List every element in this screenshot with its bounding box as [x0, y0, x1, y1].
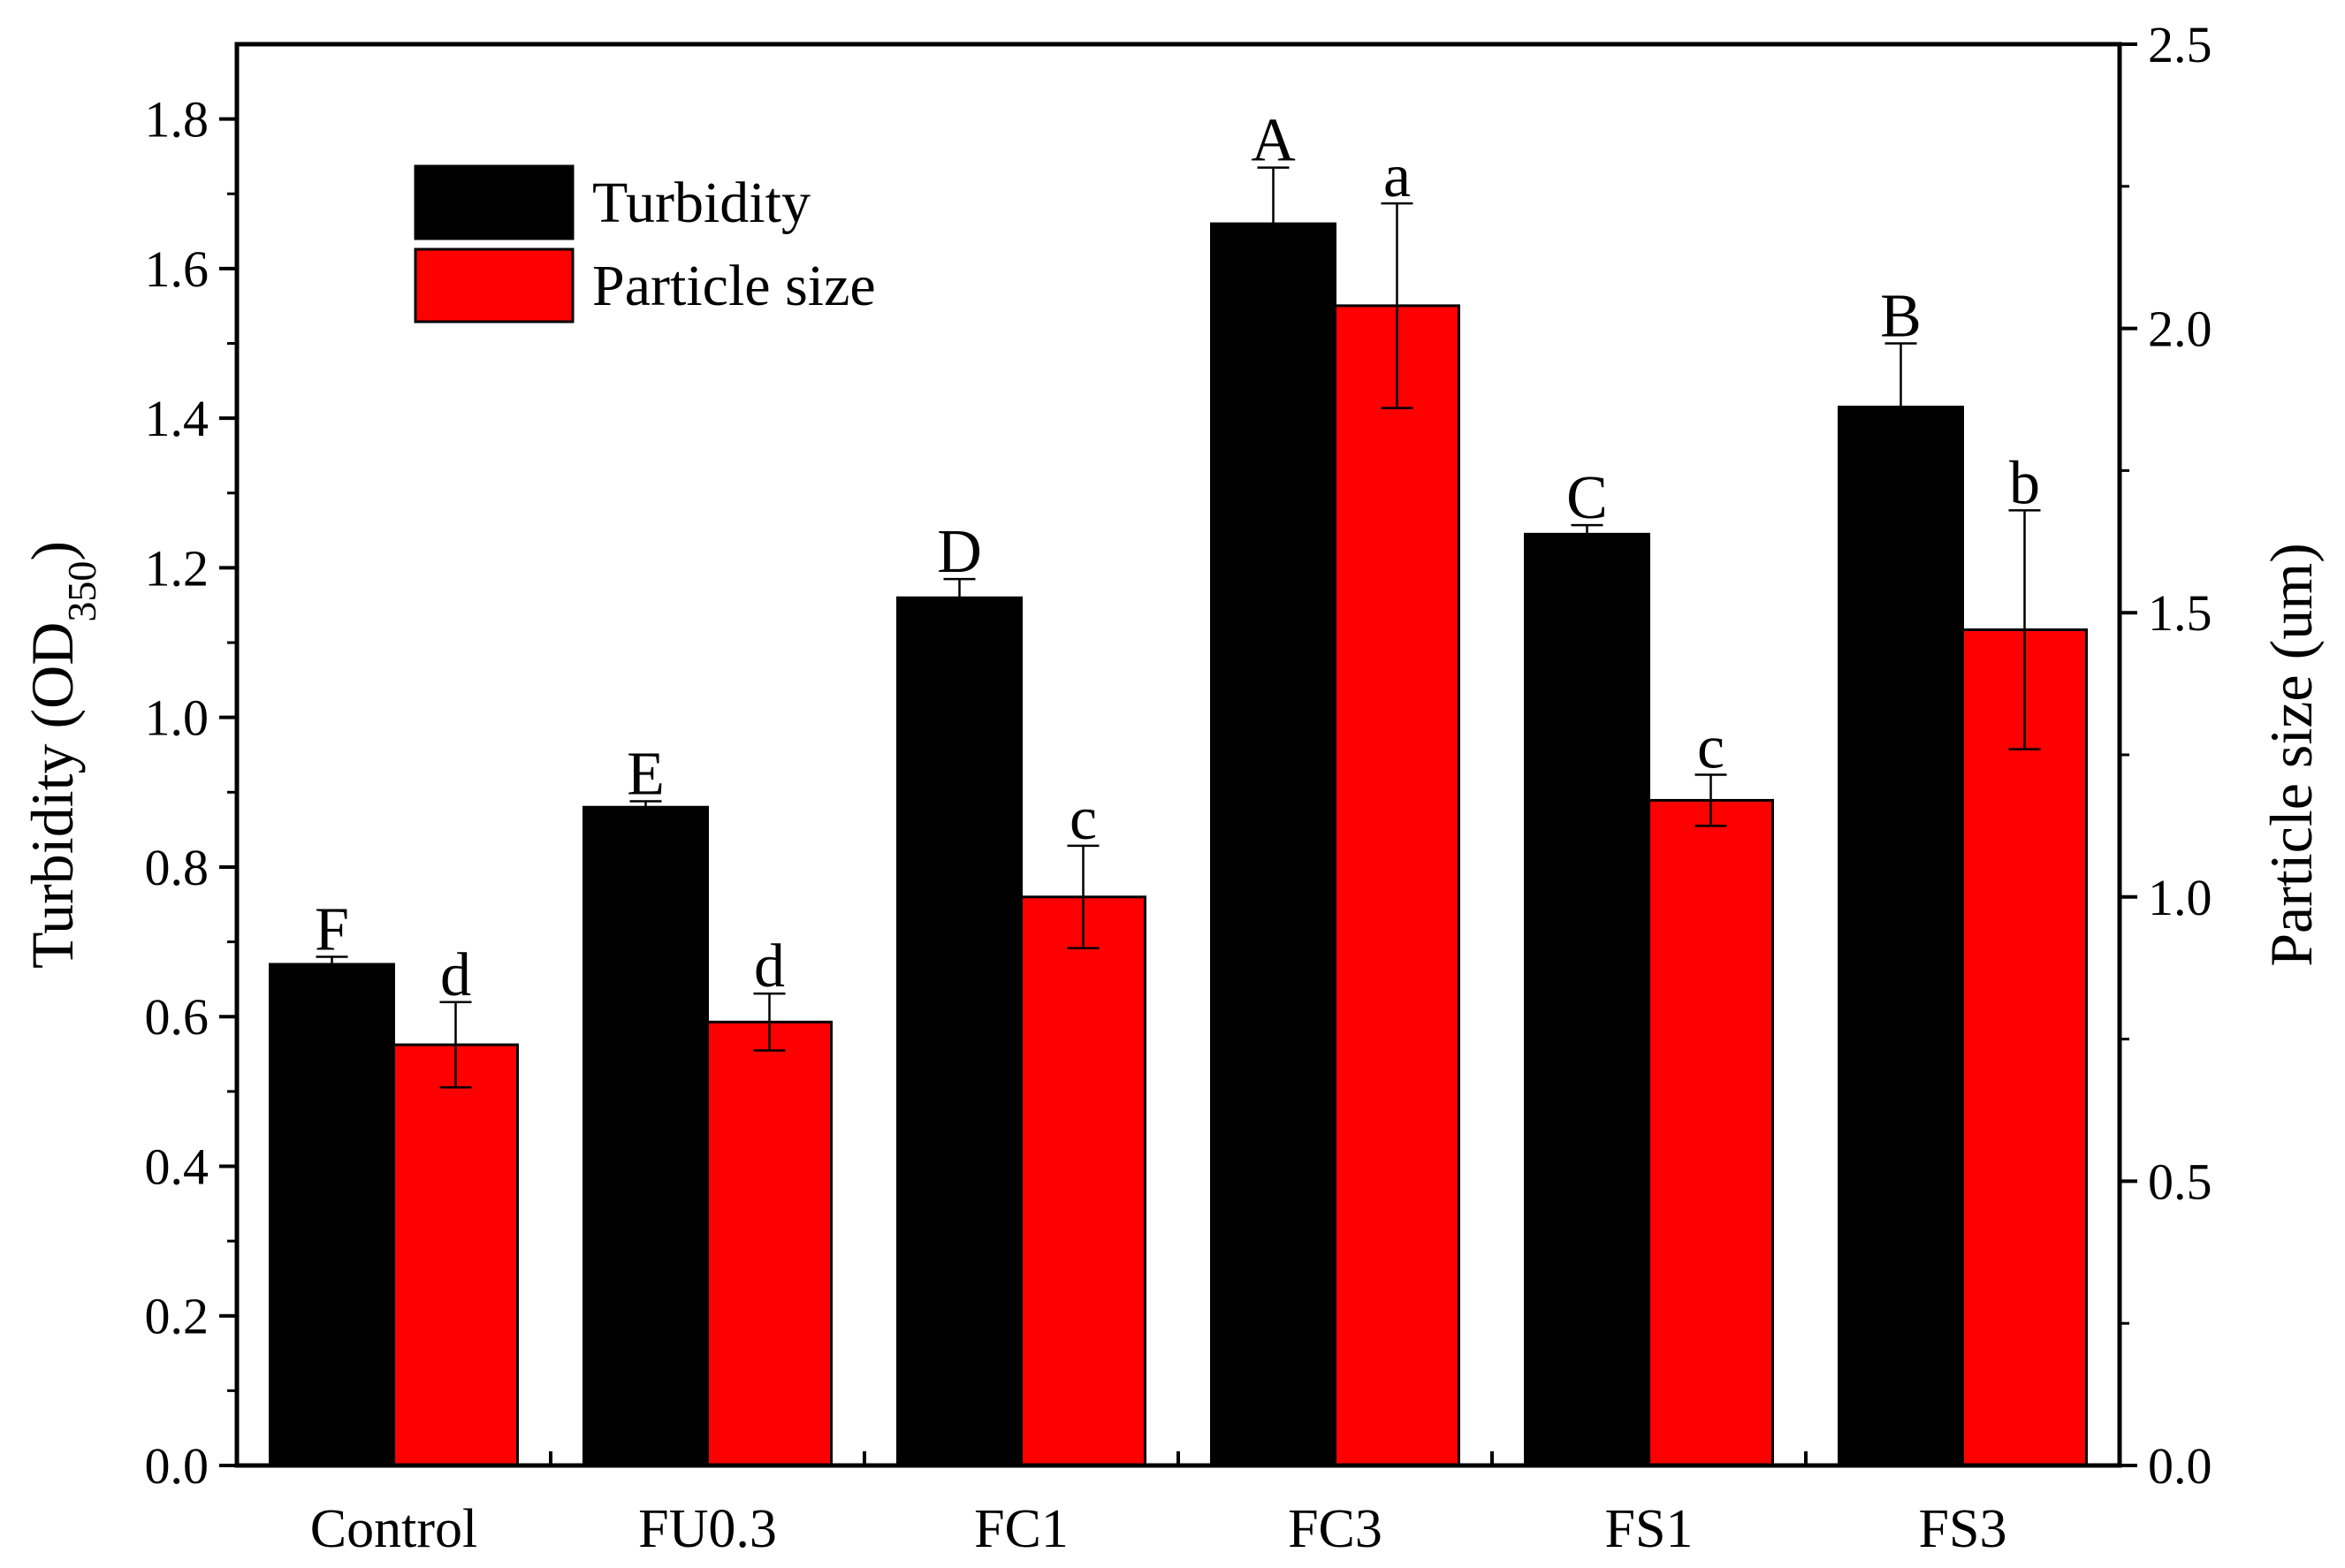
error-bar-turbidity-4: [1571, 523, 1603, 544]
y-left-axis-title: Turbidity (OD350): [19, 541, 104, 969]
y-left-tick-label-1: 0.2: [145, 1288, 209, 1345]
x-tick-label-1: FU0.3: [638, 1499, 777, 1559]
x-tick-label-4: FS1: [1605, 1499, 1694, 1559]
bar-particle-size-4: [1648, 798, 1774, 1467]
significance-letter-particle-size-5: b: [2009, 449, 2040, 517]
y-left-tick-label-3: 0.6: [145, 988, 209, 1046]
legend-swatch-particle-size: [414, 247, 575, 323]
significance-letter-particle-size-2: c: [1070, 785, 1097, 853]
bar-turbidity-3: [1210, 222, 1336, 1467]
y-right-tick-label-0: 0.0: [2148, 1437, 2212, 1495]
y-right-tick-label-2: 1.0: [2148, 869, 2212, 926]
error-bar-particle-size-1: [753, 992, 786, 1052]
error-bar-particle-size-3: [1381, 202, 1413, 409]
bar-particle-size-5: [1961, 628, 2088, 1467]
bar-turbidity-0: [269, 963, 395, 1467]
y-right-tick-label-5: 2.5: [2148, 16, 2212, 73]
x-tick-label-5: FS3: [1919, 1499, 2007, 1559]
bars-layer: [269, 222, 2088, 1467]
y-left-tick-label-9: 1.8: [145, 91, 209, 148]
significance-letter-turbidity-4: C: [1566, 464, 1608, 532]
significance-letter-turbidity-5: B: [1880, 283, 1922, 351]
y-right-tick-label-3: 1.5: [2148, 584, 2212, 642]
bar-turbidity-1: [582, 805, 709, 1467]
y-left-tick-label-0: 0.0: [145, 1437, 209, 1495]
bar-turbidity-4: [1524, 532, 1650, 1467]
y-left-tick-label-4: 0.8: [145, 839, 209, 896]
error-bar-particle-size-0: [439, 1001, 472, 1089]
bar-particle-size-0: [392, 1043, 519, 1467]
legend-label-turbidity: Turbidity: [592, 171, 811, 235]
error-bar-turbidity-2: [943, 577, 976, 618]
bar-particle-size-3: [1334, 304, 1460, 1467]
error-bar-particle-size-5: [2008, 509, 2041, 750]
y-left-tick-label-7: 1.4: [145, 390, 209, 447]
legend-label-particle-size: Particle size: [592, 254, 876, 318]
bar-particle-size-2: [1020, 895, 1146, 1467]
bar-turbidity-2: [896, 596, 1023, 1467]
error-bar-turbidity-3: [1257, 166, 1290, 281]
error-bar-turbidity-0: [316, 955, 348, 973]
error-bar-turbidity-5: [1884, 342, 1917, 472]
significance-letters-layer: Fd Ed Dc Aa Cc Bb: [315, 107, 2040, 1009]
significance-letter-turbidity-0: F: [315, 896, 349, 964]
significance-letter-turbidity-3: A: [1251, 107, 1296, 175]
y-left-tick-label-2: 0.4: [145, 1138, 209, 1195]
error-bars-layer: [316, 166, 2041, 1089]
significance-letter-particle-size-0: d: [440, 941, 471, 1009]
y-left-tick-label-5: 1.0: [145, 689, 209, 747]
error-bar-turbidity-1: [629, 800, 662, 815]
bar-turbidity-5: [1838, 405, 1964, 1467]
significance-letter-turbidity-2: D: [937, 518, 982, 586]
ticks-layer: Control FU0.3 FC1 FC3 FS1 FS3 0.0 0.2 0.4 0.6 0.8 1…: [145, 16, 2212, 1559]
x-tick-label-0: Control: [310, 1499, 477, 1559]
legend: Turbidity Particle size: [414, 164, 876, 323]
legend-swatch-turbidity: [414, 164, 575, 240]
significance-letter-particle-size-4: c: [1697, 714, 1724, 782]
x-tick-label-2: FC1: [974, 1499, 1069, 1559]
y-right-tick-label-1: 0.5: [2148, 1153, 2212, 1210]
bar-particle-size-1: [706, 1020, 833, 1467]
significance-letter-turbidity-1: E: [627, 740, 665, 808]
error-bar-particle-size-4: [1694, 773, 1727, 827]
y-right-tick-label-4: 2.0: [2148, 301, 2212, 358]
y-left-tick-label-8: 1.6: [145, 240, 209, 298]
significance-letter-particle-size-3: a: [1383, 142, 1411, 210]
y-right-axis-title: Particle size (um): [2257, 543, 2325, 967]
significance-letter-particle-size-1: d: [754, 932, 785, 1001]
x-tick-label-3: FC3: [1288, 1499, 1382, 1559]
error-bar-particle-size-2: [1067, 844, 1100, 949]
y-left-tick-label-6: 1.2: [145, 539, 209, 597]
